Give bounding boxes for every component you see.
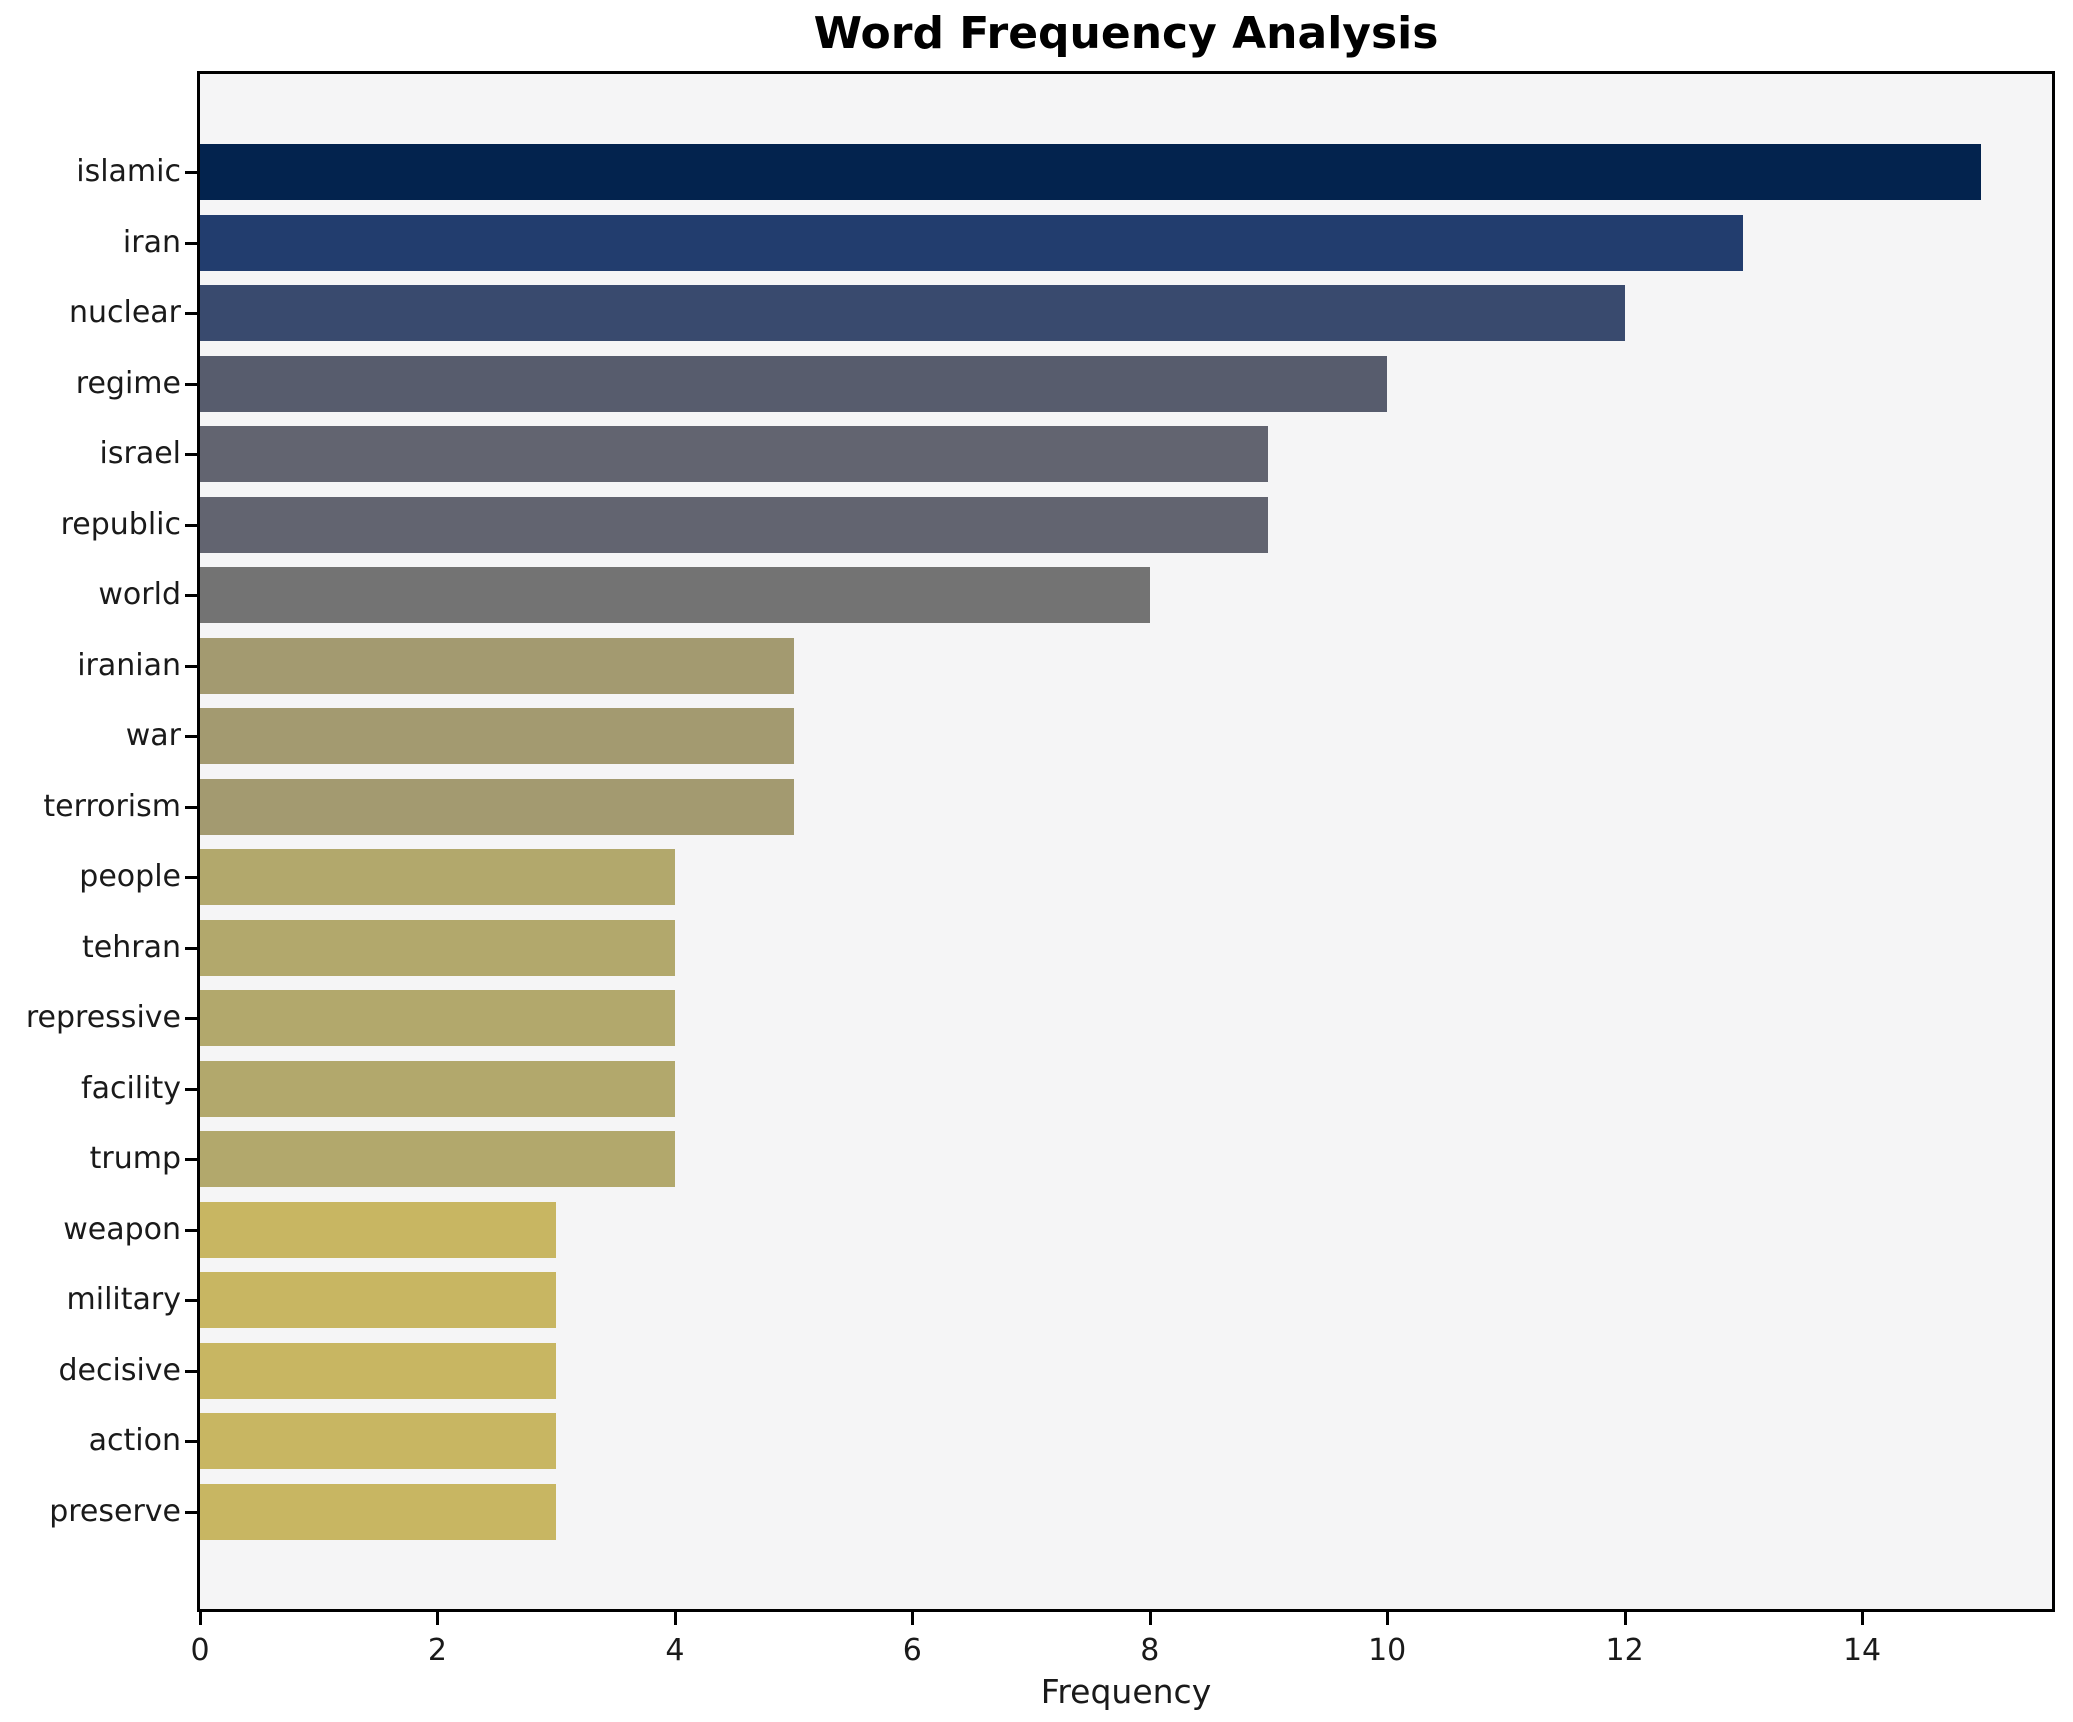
y-tick-mark	[185, 1158, 197, 1161]
y-tick-label: military	[66, 1282, 181, 1317]
y-tick-label: israel	[99, 436, 181, 471]
y-tick-mark	[185, 946, 197, 950]
bar-regime	[200, 355, 1388, 412]
y-tick-mark	[185, 453, 197, 456]
x-tick-label: 6	[902, 1633, 922, 1668]
y-tick-label: preserve	[49, 1493, 181, 1529]
y-tick-mark	[185, 171, 197, 174]
y-tick-label: nuclear	[68, 295, 181, 330]
bar-decisive	[200, 1342, 557, 1399]
x-tick-mark	[1861, 1612, 1865, 1625]
y-tick-label: regime	[75, 365, 181, 401]
bar-action	[200, 1413, 557, 1469]
y-tick-mark	[185, 241, 197, 245]
y-tick-mark	[185, 1087, 197, 1091]
x-tick-label: 8	[1140, 1633, 1160, 1668]
y-tick-mark	[185, 1228, 197, 1232]
y-tick-label: world	[98, 577, 181, 612]
y-tick-mark	[185, 1369, 197, 1373]
bar-weapon	[200, 1201, 557, 1258]
y-tick-mark	[185, 1510, 197, 1514]
bar-nuclear	[200, 285, 1625, 341]
x-tick-mark	[1623, 1612, 1627, 1625]
chart-title: Word Frequency Analysis	[813, 8, 1439, 59]
x-axis-label: Frequency	[1040, 1672, 1212, 1711]
x-tick-mark	[1386, 1612, 1390, 1625]
bar-repressive	[200, 990, 675, 1046]
x-tick-mark	[199, 1612, 202, 1625]
bar-republic	[200, 496, 1269, 553]
y-tick-label: war	[125, 718, 181, 753]
bar-facility	[200, 1060, 675, 1117]
y-tick-mark	[185, 1440, 197, 1443]
y-tick-mark	[185, 805, 197, 809]
x-tick-mark	[911, 1612, 915, 1625]
y-tick-mark	[185, 664, 197, 668]
x-tick-label: 12	[1605, 1633, 1644, 1668]
y-tick-label: action	[88, 1423, 181, 1458]
y-tick-label: terrorism	[43, 788, 181, 824]
x-tick-mark	[1148, 1612, 1152, 1625]
x-tick-mark	[436, 1612, 440, 1625]
y-tick-label: decisive	[58, 1352, 181, 1388]
y-tick-label: tehran	[82, 929, 181, 965]
y-tick-mark	[185, 876, 197, 879]
y-tick-label: repressive	[25, 1000, 181, 1035]
y-tick-label: weapon	[63, 1211, 181, 1247]
y-tick-label: trump	[89, 1141, 181, 1176]
bar-iranian	[200, 637, 794, 694]
bar-world	[200, 567, 1150, 623]
bar-people	[200, 849, 675, 905]
bar-preserve	[200, 1483, 557, 1540]
y-tick-mark	[185, 594, 197, 597]
bar-trump	[200, 1131, 675, 1187]
bar-war	[200, 708, 794, 764]
y-tick-label: iran	[122, 224, 181, 260]
y-tick-mark	[185, 312, 197, 315]
x-tick-label: 0	[190, 1633, 210, 1668]
y-tick-mark	[185, 523, 197, 527]
y-tick-label: facility	[81, 1070, 181, 1106]
x-tick-mark	[673, 1612, 677, 1625]
y-tick-mark	[185, 735, 197, 738]
y-tick-label: republic	[60, 506, 181, 542]
y-tick-mark	[185, 382, 197, 386]
y-tick-label: islamic	[76, 154, 181, 189]
x-tick-label: 10	[1368, 1633, 1407, 1668]
x-tick-label: 2	[427, 1633, 447, 1668]
bar-iran	[200, 214, 1744, 271]
bar-military	[200, 1272, 557, 1328]
x-tick-label: 14	[1842, 1633, 1882, 1668]
bar-terrorism	[200, 778, 794, 835]
bar-israel	[200, 426, 1269, 482]
y-tick-mark	[185, 1017, 197, 1020]
bar-islamic	[200, 144, 1981, 200]
y-tick-label: people	[79, 859, 181, 894]
x-tick-label: 4	[665, 1633, 685, 1668]
y-tick-mark	[185, 1299, 197, 1302]
y-tick-label: iranian	[77, 647, 181, 683]
plot-area	[197, 71, 2055, 1612]
bar-tehran	[200, 919, 675, 976]
